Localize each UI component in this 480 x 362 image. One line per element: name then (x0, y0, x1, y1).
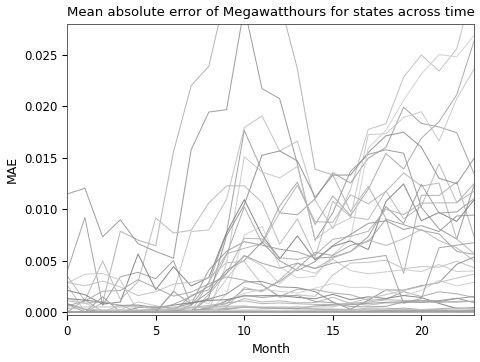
X-axis label: Month: Month (252, 344, 290, 357)
Title: Mean absolute error of Megawatthours for states across time: Mean absolute error of Megawatthours for… (67, 5, 475, 18)
Y-axis label: MAE: MAE (6, 156, 19, 183)
